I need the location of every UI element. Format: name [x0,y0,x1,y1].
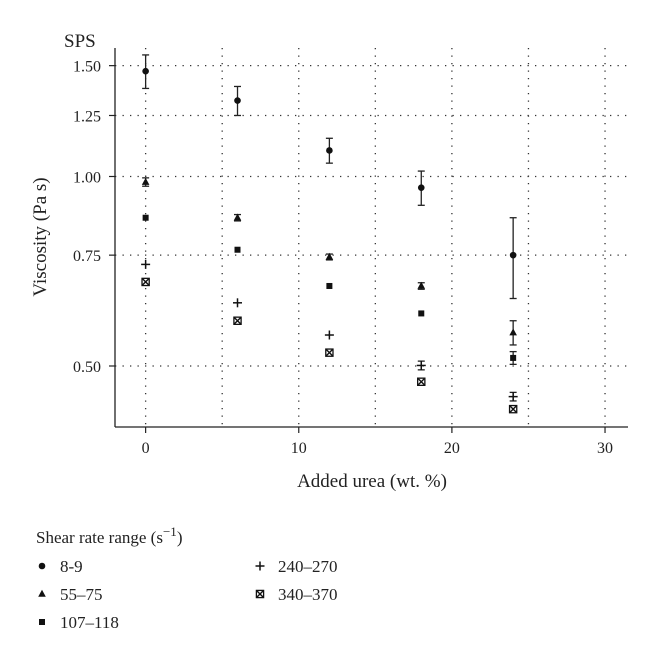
data-point [326,147,333,154]
y-tick-label: 1.25 [73,108,101,125]
data-point [416,360,426,370]
boxed-x-stroke [234,317,242,325]
data-point [141,177,150,185]
legend-marker [38,589,46,597]
legend-label: 107–118 [60,613,119,632]
legend-item: 8-9 [38,557,83,576]
legend-items: 8-9 55–75 107–118 240–270 340–370 [38,557,338,632]
tick-labels: 0 10 20 30 0.50 0.75 1.00 1.25 1.50 [73,59,613,457]
data-point [508,404,518,414]
legend-label: 8-9 [60,557,83,576]
x-tick-label: 20 [444,440,460,457]
axes [114,48,628,428]
data-points [141,54,518,414]
legend-item: 107–118 [39,613,119,632]
legend-title-exponent: −1 [163,524,177,539]
legend-item: 340–370 [255,585,338,604]
boxed-x-stroke [509,405,517,413]
legend-label: 240–270 [278,557,338,576]
data-point [325,252,334,260]
data-point [508,392,518,402]
data-point [325,348,334,357]
boxed-x-stroke [256,590,264,598]
legend-label: 55–75 [60,585,103,604]
data-point [509,328,517,336]
y-tick-label: 1.50 [73,59,101,76]
legend-marker [255,589,265,599]
data-point [234,246,241,253]
y-axis-label: Viscosity (Pa s) [30,177,51,296]
data-point [418,310,425,317]
data-point [417,281,426,289]
data-point [417,377,426,386]
data-point [233,213,242,221]
x-axis-label: Added urea (wt. %) [297,471,447,492]
data-point [509,251,517,259]
series-triangle [141,177,517,346]
grid-lines [115,48,628,427]
x-tick-label: 30 [597,440,613,457]
corner-label: SPS [64,31,96,52]
legend-title-close: ) [177,528,183,547]
data-point [233,316,242,325]
boxed-x-stroke [325,349,333,357]
y-tick-label: 1.00 [73,169,101,186]
data-point [417,184,425,191]
legend-marker [39,619,45,625]
data-point [510,354,517,361]
x-tick-label: 0 [142,440,150,457]
series-square [142,214,517,366]
legend-title: Shear rate range (s−1) [36,524,182,547]
legend-label: 340–370 [278,585,338,604]
series-plus [141,259,518,402]
series-boxed-x [141,277,518,414]
legend-marker [38,562,46,570]
data-point [142,67,149,75]
data-point [233,298,243,308]
series-circle [142,54,517,300]
data-point [141,259,151,269]
legend-item: 240–270 [255,557,338,576]
legend-item: 55–75 [38,585,103,604]
data-point [234,97,241,104]
legend-title-main: Shear rate range (s [36,528,163,547]
data-point [324,330,334,340]
y-tick-label: 0.50 [73,359,101,376]
data-point [141,277,150,287]
data-point [142,214,149,221]
boxed-x-stroke [417,378,425,386]
boxed-x-stroke [142,278,150,286]
legend: Shear rate range (s−1) 8-9 55–75 107–118 24… [36,524,338,632]
data-point [326,282,333,289]
x-tick-label: 10 [291,440,307,457]
legend-marker [255,561,265,571]
y-tick-label: 0.75 [73,248,101,265]
